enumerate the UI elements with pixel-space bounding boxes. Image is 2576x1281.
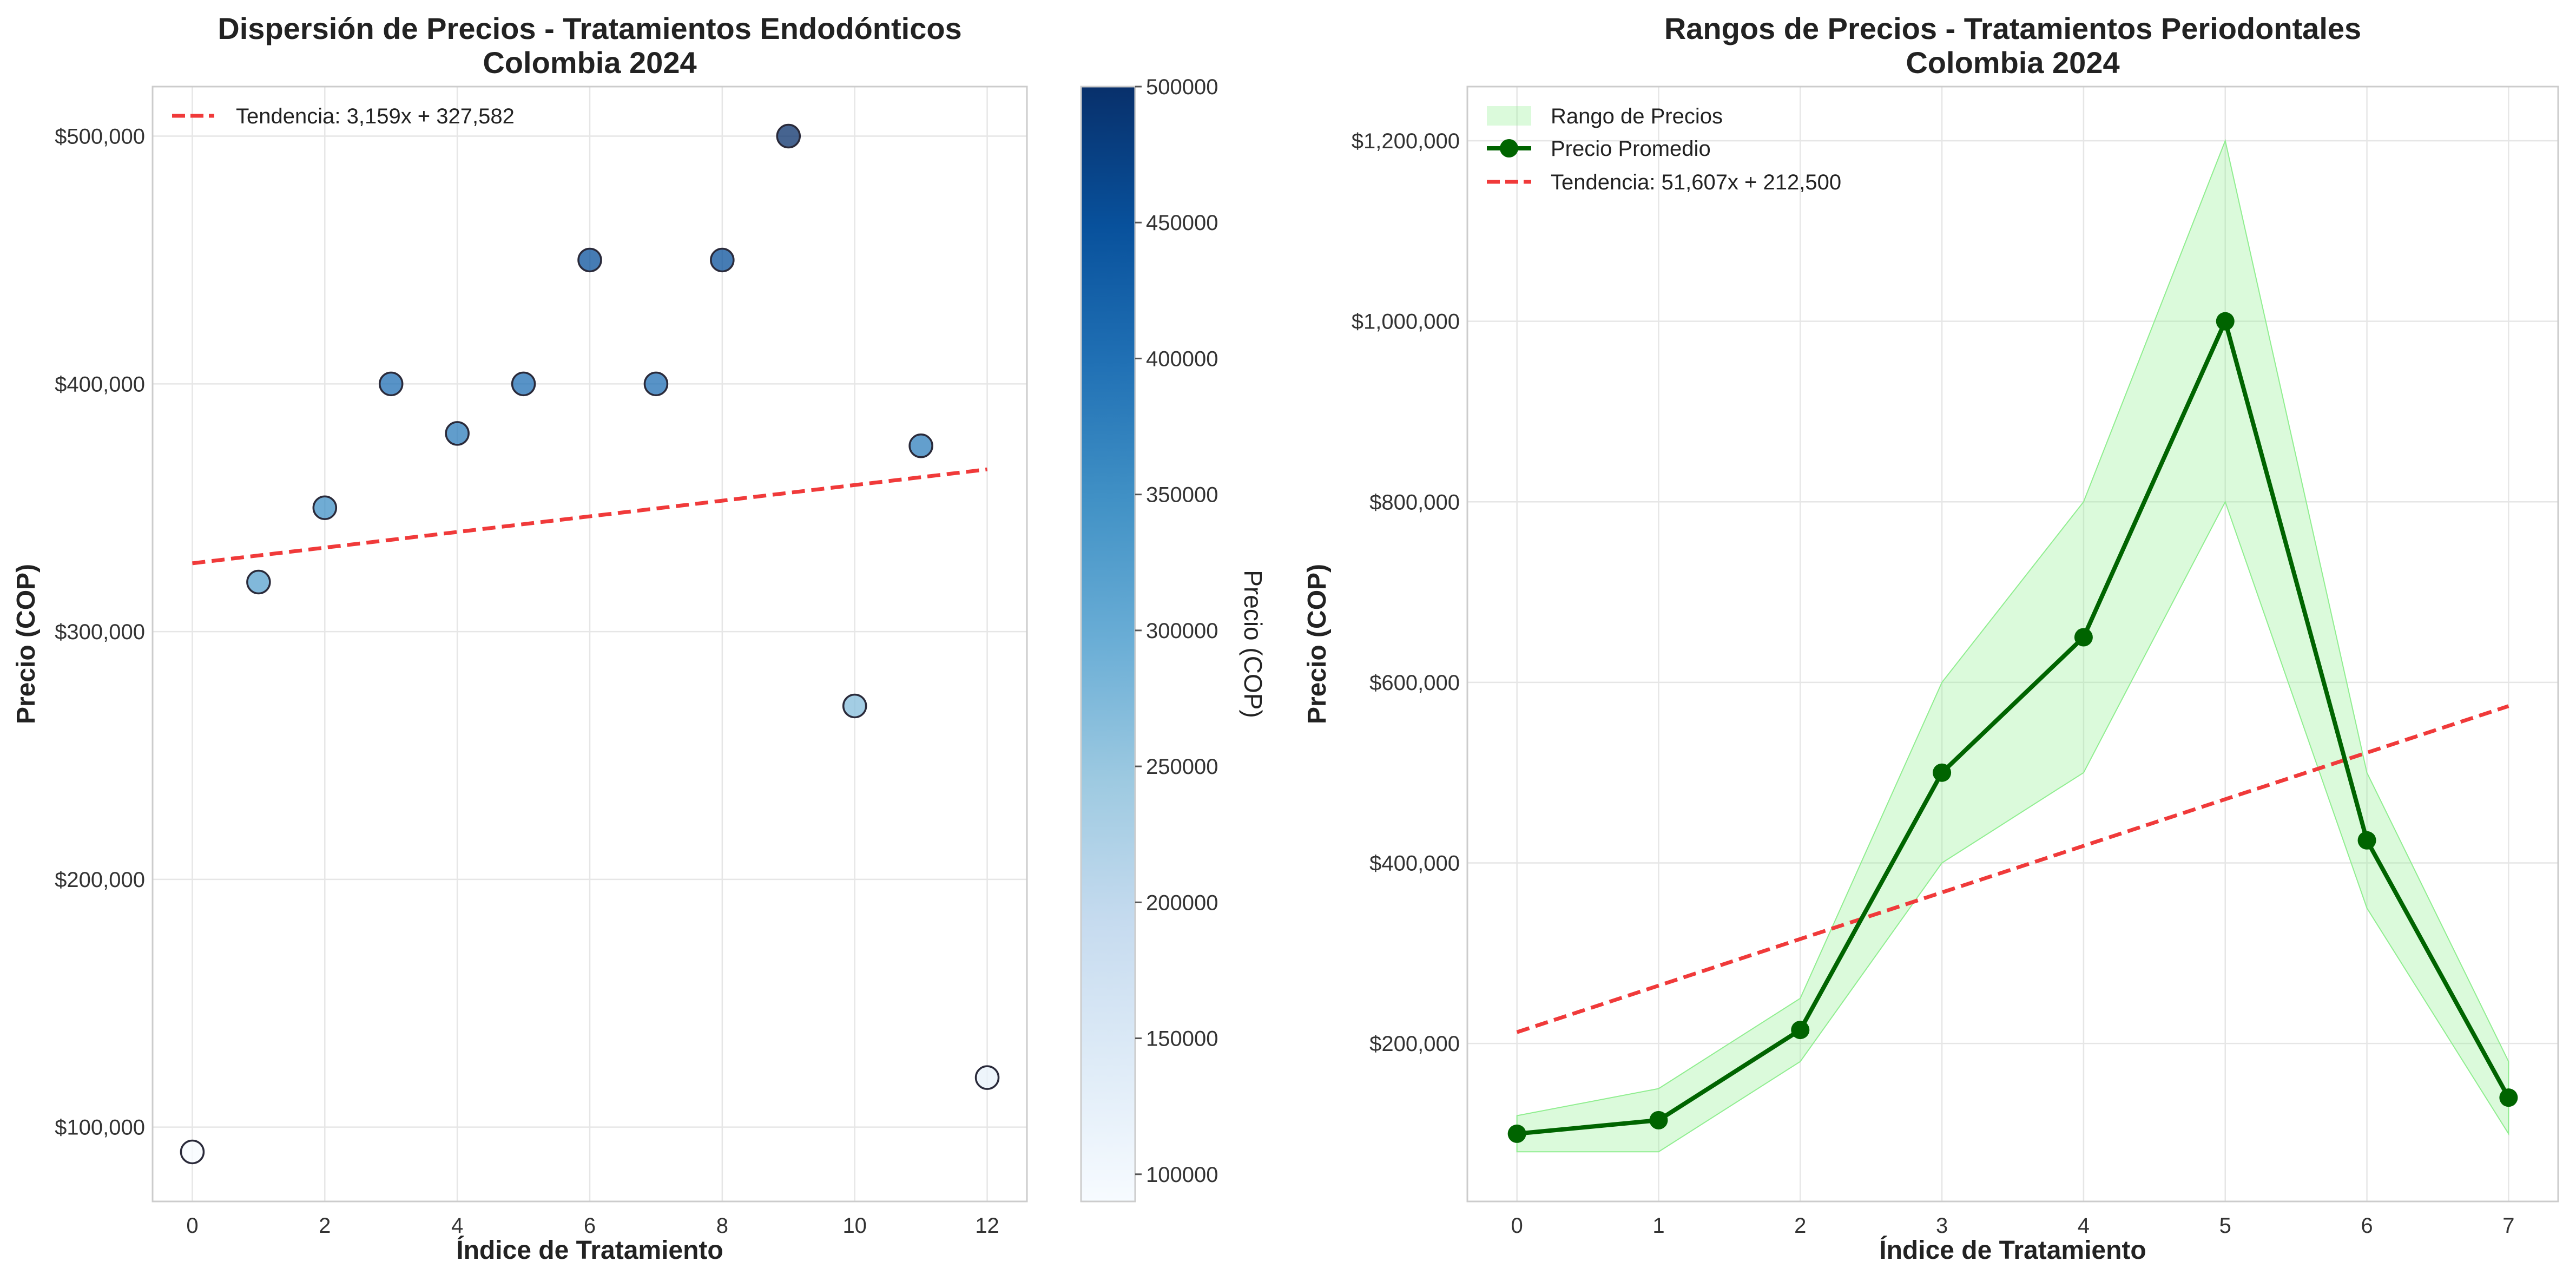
scatter-point: [577, 247, 602, 273]
range-x-axis-label: Índice de Tratamiento: [1879, 1236, 2146, 1265]
scatter-title-line2: Colombia 2024: [483, 45, 696, 80]
colorbar-ticks: 100000 150000 200000 250000 300000 350000 4000…: [1135, 75, 1218, 1187]
scatter-y-tick-label: $500,000: [55, 125, 145, 149]
scatter-point: [246, 569, 271, 595]
scatter-point: [710, 247, 735, 273]
legend-range-swatch: [1487, 106, 1531, 126]
colorbar-label: Precio (COP): [1239, 570, 1267, 718]
range-title-line1: Rangos de Precios - Tratamientos Periodo…: [1664, 11, 2361, 45]
scatter-x-tick-label: 10: [842, 1214, 867, 1238]
legend-mean-label: Precio Promedio: [1551, 137, 1711, 161]
colorbar-tick-label: 100000: [1146, 1163, 1218, 1187]
range-panel: Rangos de Precios - Tratamientos Periodo…: [1303, 11, 2559, 1265]
range-x-tick-label: 6: [2361, 1214, 2373, 1238]
scatter-x-tick-label: 12: [975, 1214, 999, 1238]
range-y-tick-label: $200,000: [1369, 1032, 1460, 1056]
mean-price-point: [1507, 1124, 1526, 1143]
range-y-tick-label: $800,000: [1369, 490, 1460, 514]
scatter-y-tick-label: $400,000: [55, 372, 145, 396]
colorbar-gradient: [1080, 86, 1136, 1203]
range-y-ticks: $200,000 $400,000 $600,000 $800,000 $1,000,0…: [1352, 129, 1460, 1056]
colorbar-tick-label: 350000: [1146, 483, 1218, 507]
range-y-axis-label: Precio (COP): [1303, 564, 1332, 724]
scatter-legend: Tendencia: 3,159x + 327,582: [172, 104, 515, 128]
range-legend: Rango de Precios Precio Promedio Tendenc…: [1487, 104, 1841, 194]
range-title-line2: Colombia 2024: [1906, 45, 2119, 80]
range-x-tick-label: 1: [1652, 1214, 1664, 1238]
scatter-panel: Dispersión de Precios - Tratamientos End…: [12, 11, 1267, 1265]
range-y-tick-label: $600,000: [1369, 671, 1460, 695]
scatter-x-tick-label: 4: [451, 1214, 463, 1238]
scatter-legend-trend-label: Tendencia: 3,159x + 327,582: [236, 104, 515, 128]
scatter-y-axis-label: Precio (COP): [12, 564, 41, 724]
range-x-tick-label: 2: [1794, 1214, 1806, 1238]
mean-price-point: [1933, 763, 1952, 782]
scatter-point: [511, 371, 536, 397]
scatter-point: [842, 693, 867, 719]
scatter-y-tick-label: $100,000: [55, 1116, 145, 1140]
legend-mean-swatch-marker: [1500, 139, 1518, 157]
mean-price-point: [1649, 1111, 1668, 1129]
range-x-tick-label: 7: [2502, 1214, 2514, 1238]
scatter-plot-frame: [151, 86, 1028, 1203]
scatter-point: [312, 495, 338, 520]
scatter-point: [776, 123, 801, 149]
mean-price-line: [1517, 319, 2511, 1136]
range-x-tick-label: 4: [2078, 1214, 2090, 1238]
colorbar-tick-label: 450000: [1146, 211, 1218, 235]
colorbar-tick-label: 500000: [1146, 75, 1218, 99]
range-x-ticks: 0 1 2 3 4 5 6 7: [1511, 1214, 2515, 1238]
mean-price-point: [2216, 312, 2235, 331]
scatter-x-ticks: 0 2 4 6 8 10 12: [186, 1214, 999, 1238]
price-range-band: [1516, 139, 2509, 1153]
colorbar: 100000 150000 200000 250000 300000 350000 4000…: [1080, 75, 1267, 1203]
range-y-tick-label: $1,000,000: [1352, 310, 1460, 334]
range-plot-frame: [1466, 86, 2559, 1203]
colorbar-tick-label: 400000: [1146, 347, 1218, 371]
colorbar-tick-label: 200000: [1146, 891, 1218, 915]
scatter-x-tick-label: 8: [716, 1214, 728, 1238]
scatter-x-tick-label: 0: [186, 1214, 198, 1238]
scatter-trend-line: [192, 467, 987, 566]
scatter-point: [908, 433, 933, 458]
legend-trend-label: Tendencia: 51,607x + 212,500: [1551, 170, 1841, 194]
mean-price-point: [2499, 1088, 2518, 1107]
mean-price-point: [2357, 831, 2376, 850]
range-x-tick-label: 0: [1511, 1214, 1523, 1238]
range-x-tick-label: 5: [2219, 1214, 2231, 1238]
mean-price-point: [2074, 628, 2093, 647]
colorbar-tick-label: 300000: [1146, 619, 1218, 643]
scatter-y-tick-label: $300,000: [55, 620, 145, 644]
scatter-y-tick-label: $200,000: [55, 868, 145, 892]
scatter-point: [378, 371, 404, 397]
scatter-point: [643, 371, 669, 397]
scatter-y-ticks: $100,000 $200,000 $300,000 $400,000 $500,000: [55, 125, 145, 1140]
scatter-points: [180, 123, 1000, 1165]
scatter-x-tick-label: 6: [584, 1214, 596, 1238]
range-grid: [1467, 87, 2558, 1201]
range-y-tick-label: $1,200,000: [1352, 129, 1460, 153]
colorbar-tick-label: 150000: [1146, 1027, 1218, 1051]
scatter-x-tick-label: 2: [319, 1214, 331, 1238]
range-y-tick-label: $400,000: [1369, 851, 1460, 875]
range-x-tick-label: 3: [1936, 1214, 1948, 1238]
scatter-x-axis-label: Índice de Tratamiento: [456, 1236, 723, 1265]
colorbar-tick-label: 250000: [1146, 755, 1218, 779]
mean-price-point: [1791, 1021, 1810, 1040]
scatter-grid: [153, 87, 1027, 1201]
scatter-point: [445, 421, 470, 446]
legend-range-label: Rango de Precios: [1551, 104, 1723, 128]
scatter-title-line1: Dispersión de Precios - Tratamientos End…: [218, 11, 961, 45]
scatter-point: [974, 1065, 1000, 1090]
mean-price-points: [1507, 312, 2518, 1143]
scatter-point: [180, 1139, 205, 1165]
